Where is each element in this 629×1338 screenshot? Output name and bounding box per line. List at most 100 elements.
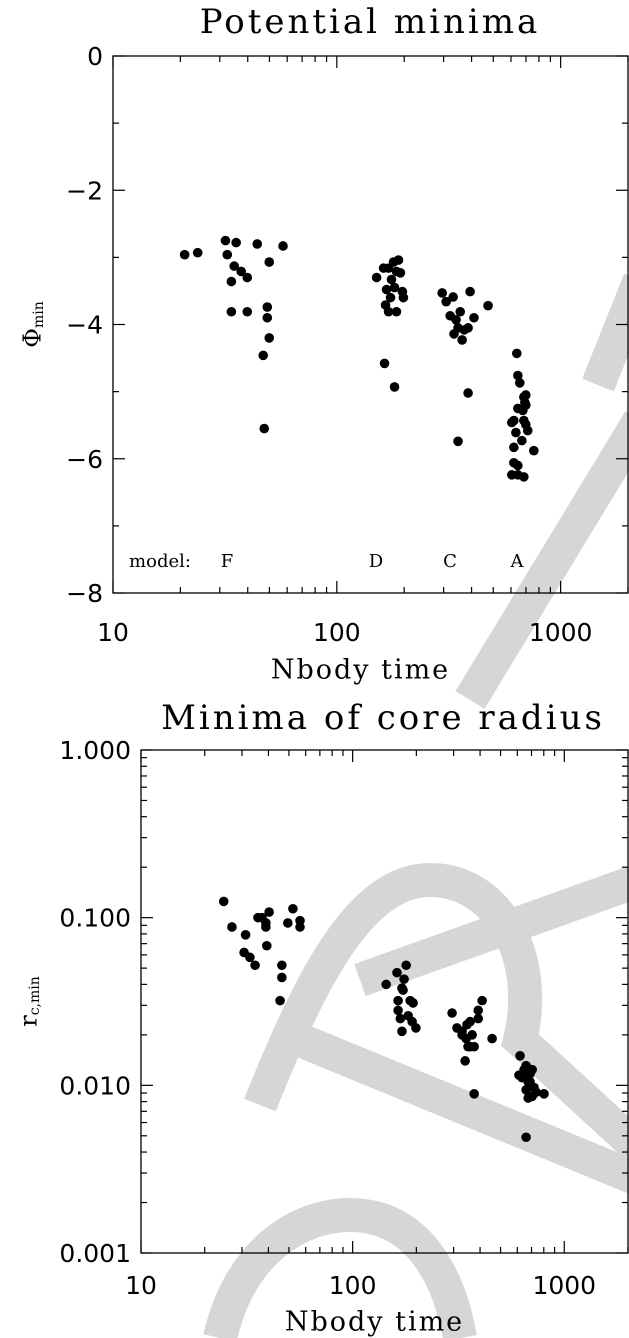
model-annotation: A bbox=[510, 551, 525, 572]
model-annotation: C bbox=[443, 551, 457, 572]
data-point bbox=[264, 257, 275, 267]
data-point bbox=[448, 292, 458, 302]
data-point bbox=[398, 292, 409, 303]
data-point bbox=[459, 325, 470, 335]
data-point bbox=[473, 1013, 484, 1024]
data-point bbox=[511, 348, 522, 359]
data-point bbox=[514, 378, 525, 388]
x-tick-label: 10 bbox=[125, 1271, 157, 1300]
data-point bbox=[411, 1023, 421, 1033]
data-point bbox=[455, 306, 466, 317]
data-point bbox=[278, 241, 288, 251]
data-point bbox=[397, 1026, 407, 1037]
data-point bbox=[451, 315, 461, 325]
data-point bbox=[236, 266, 247, 277]
data-point bbox=[220, 235, 231, 246]
y-axis-label: Φmin bbox=[19, 301, 48, 347]
data-point bbox=[460, 1056, 470, 1066]
data-point bbox=[252, 239, 263, 249]
data-point bbox=[521, 1132, 531, 1143]
data-point bbox=[227, 922, 237, 932]
x-tick-label: 100 bbox=[313, 618, 361, 647]
data-point bbox=[229, 261, 240, 271]
data-point bbox=[262, 302, 273, 312]
data-point bbox=[391, 306, 402, 317]
y-axis-label-sub: min bbox=[31, 301, 47, 328]
y-axis-label: rc,min bbox=[15, 976, 44, 1027]
data-point bbox=[389, 282, 400, 293]
data-point bbox=[258, 350, 269, 361]
data-point bbox=[261, 940, 272, 951]
plot-frame bbox=[140, 749, 629, 1254]
data-point bbox=[397, 983, 407, 993]
data-point bbox=[469, 312, 479, 323]
y-axis-label-sub: c,min bbox=[27, 976, 43, 1015]
y-tick-label: −6 bbox=[66, 445, 103, 474]
data-point bbox=[395, 268, 406, 278]
data-point bbox=[437, 288, 447, 298]
data-point bbox=[457, 335, 467, 345]
data-point bbox=[379, 358, 390, 369]
data-point bbox=[277, 972, 287, 983]
data-point bbox=[226, 306, 237, 317]
data-point bbox=[529, 445, 539, 456]
data-point bbox=[381, 979, 391, 990]
y-tick-label: −4 bbox=[66, 311, 103, 340]
data-point bbox=[380, 300, 391, 310]
data-point bbox=[262, 312, 273, 323]
data-point bbox=[465, 286, 475, 297]
data-point bbox=[511, 427, 521, 438]
x-tick-label: 1000 bbox=[532, 1271, 596, 1300]
data-point bbox=[393, 255, 404, 265]
data-point bbox=[523, 1093, 533, 1103]
data-point bbox=[385, 292, 396, 303]
data-point bbox=[521, 400, 531, 410]
data-point bbox=[477, 995, 487, 1006]
data-point bbox=[218, 896, 229, 907]
data-point bbox=[513, 403, 523, 414]
data-point bbox=[231, 237, 241, 248]
data-point bbox=[283, 918, 293, 928]
data-point bbox=[527, 1064, 537, 1075]
data-point bbox=[371, 272, 382, 283]
data-point bbox=[521, 1085, 531, 1095]
data-point bbox=[401, 960, 411, 971]
model-annotation: D bbox=[369, 551, 383, 572]
x-axis-label: Nbody time bbox=[271, 655, 450, 686]
data-point bbox=[447, 1008, 457, 1018]
data-point bbox=[519, 415, 529, 426]
data-point bbox=[393, 1005, 403, 1016]
y-tick-label: 1.000 bbox=[59, 736, 131, 765]
data-point bbox=[399, 974, 409, 984]
data-point bbox=[453, 436, 463, 447]
data-point bbox=[517, 435, 527, 446]
data-point bbox=[515, 1051, 525, 1061]
data-point bbox=[275, 995, 285, 1006]
y-tick-label: −2 bbox=[66, 176, 103, 205]
data-point bbox=[506, 417, 517, 428]
data-point bbox=[392, 967, 402, 978]
data-point bbox=[259, 423, 270, 434]
data-point bbox=[513, 370, 523, 381]
data-point bbox=[539, 1089, 549, 1099]
data-point bbox=[277, 960, 287, 971]
data-point bbox=[242, 306, 253, 317]
data-point bbox=[519, 472, 529, 482]
data-point bbox=[463, 388, 473, 398]
data-point bbox=[408, 998, 418, 1008]
data-point bbox=[242, 272, 253, 283]
data-point bbox=[393, 995, 403, 1006]
data-point bbox=[389, 382, 400, 392]
data-point bbox=[441, 296, 451, 307]
data-point bbox=[240, 930, 251, 940]
model-annotation: model: bbox=[129, 551, 191, 572]
data-point bbox=[179, 249, 190, 260]
data-point bbox=[386, 274, 397, 285]
data-point bbox=[245, 952, 255, 963]
data-point bbox=[261, 922, 271, 932]
data-point bbox=[531, 1087, 541, 1098]
data-point bbox=[226, 276, 237, 287]
data-point bbox=[465, 1016, 475, 1027]
model-annotation: F bbox=[221, 551, 234, 572]
